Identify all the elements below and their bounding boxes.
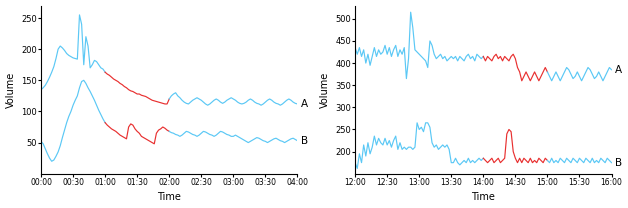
X-axis label: Time: Time (157, 192, 181, 202)
Text: A: A (301, 99, 308, 109)
Text: A: A (615, 65, 622, 75)
Y-axis label: Volume: Volume (320, 72, 330, 108)
Y-axis label: Volume: Volume (6, 72, 16, 108)
X-axis label: Time: Time (472, 192, 495, 202)
Text: B: B (301, 136, 308, 146)
Text: B: B (615, 158, 622, 168)
